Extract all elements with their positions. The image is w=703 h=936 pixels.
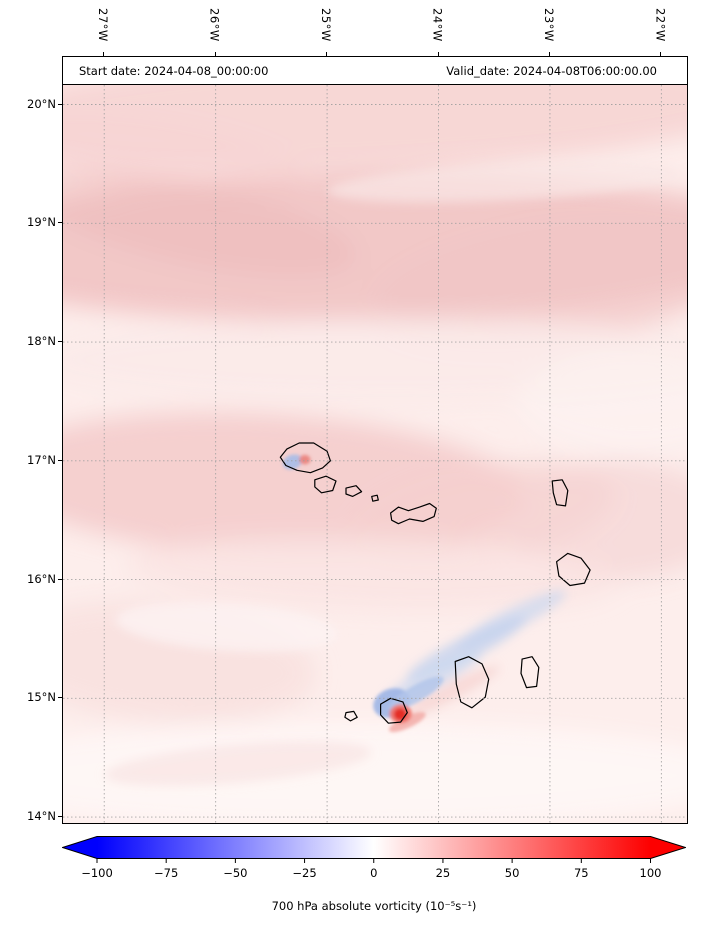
vorticity-blob (399, 666, 500, 719)
vorticity-field-streaks (104, 160, 684, 786)
colorbar-tick-label: 75 (573, 866, 589, 880)
lat-tick-label: 18°N (27, 334, 56, 349)
colorbar-left-arrow (62, 836, 97, 859)
colorbar (62, 836, 686, 863)
vorticity-blob (299, 454, 311, 465)
plot-area: Start date: 2024-04-08_00:00:00 Valid_da… (62, 56, 688, 824)
header-band: Start date: 2024-04-08_00:00:00 Valid_da… (63, 57, 687, 85)
vorticity-blob (393, 708, 407, 721)
lat-tick-mark (58, 578, 62, 580)
lon-tick-mark (437, 52, 439, 56)
island-outline-sal (551, 479, 569, 507)
lat-tick-label: 16°N (27, 571, 56, 586)
vorticity-blob (327, 160, 684, 203)
island-outline-sao-nicolau (390, 502, 437, 525)
lon-tick-label: 22°W (653, 8, 668, 42)
colorbar-tick-label: 25 (435, 866, 451, 880)
lon-tick-label: 23°W (541, 8, 556, 42)
colorbar-tick-label: 0 (370, 866, 378, 880)
lat-tick-mark (58, 222, 62, 224)
colorbar-tick-label: −100 (81, 866, 113, 880)
island-outline-santiago (454, 656, 490, 709)
lon-tick-label: 26°W (207, 8, 222, 42)
colorbar-right-arrow (650, 836, 686, 859)
valid-date-text: Valid_date: 2024-04-08T06:00:00.00 (446, 63, 657, 78)
lon-tick-mark (326, 52, 328, 56)
island-outline-santa-luzia (345, 485, 363, 497)
lon-tick-label: 25°W (319, 8, 334, 42)
island-outline-santo-antao (279, 442, 331, 474)
island-outline-fogo (380, 697, 408, 724)
island-outline-brava (344, 710, 358, 722)
vorticity-blob (63, 169, 358, 277)
vorticity-blob (516, 347, 687, 455)
lon-tick-label: 27°W (96, 8, 111, 42)
vorticity-blob (388, 712, 426, 733)
lat-tick-mark (58, 341, 62, 343)
island-coastlines (279, 442, 591, 724)
vorticity-blob (126, 536, 617, 611)
colorbar-tick-label: 50 (504, 866, 520, 880)
gridlines (63, 57, 687, 823)
colorbar-tick-label: −25 (292, 866, 317, 880)
lat-tick-mark (58, 697, 62, 699)
island-outline-boa-vista (556, 552, 591, 587)
vorticity-blob (373, 218, 687, 348)
colorbar-tick-label: −50 (223, 866, 248, 880)
colorbar-ticks (96, 858, 651, 863)
lat-tick-label: 20°N (27, 96, 56, 111)
lat-tick-label: 15°N (27, 690, 56, 705)
lon-tick-mark (214, 52, 216, 56)
vorticity-blob (505, 460, 687, 580)
start-date-text: Start date: 2024-04-08_00:00:00 (79, 63, 269, 78)
lon-tick-mark (548, 52, 550, 56)
vorticity-field-map (63, 57, 687, 823)
lat-tick-mark (58, 816, 62, 818)
lat-tick-label: 19°N (27, 215, 56, 230)
vorticity-blob (104, 741, 372, 786)
colorbar-label: 700 hPa absolute vorticity (10⁻⁵s⁻¹) (271, 899, 477, 913)
colorbar-gradient-bar (97, 836, 651, 859)
lon-tick-mark (103, 52, 105, 56)
island-outline-branco-raso (371, 494, 379, 502)
lon-tick-mark (660, 52, 662, 56)
colorbar-tick-label: 100 (639, 866, 662, 880)
vorticity-blob (115, 602, 338, 652)
lon-tick-label: 24°W (430, 8, 445, 42)
lat-tick-label: 14°N (27, 809, 56, 824)
island-outline-sao-vicente (314, 475, 337, 494)
island-outline-maio (520, 656, 540, 689)
colorbar-tick-label: −75 (154, 866, 179, 880)
lat-tick-mark (58, 103, 62, 105)
lat-tick-mark (58, 459, 62, 461)
lat-tick-label: 17°N (27, 452, 56, 467)
